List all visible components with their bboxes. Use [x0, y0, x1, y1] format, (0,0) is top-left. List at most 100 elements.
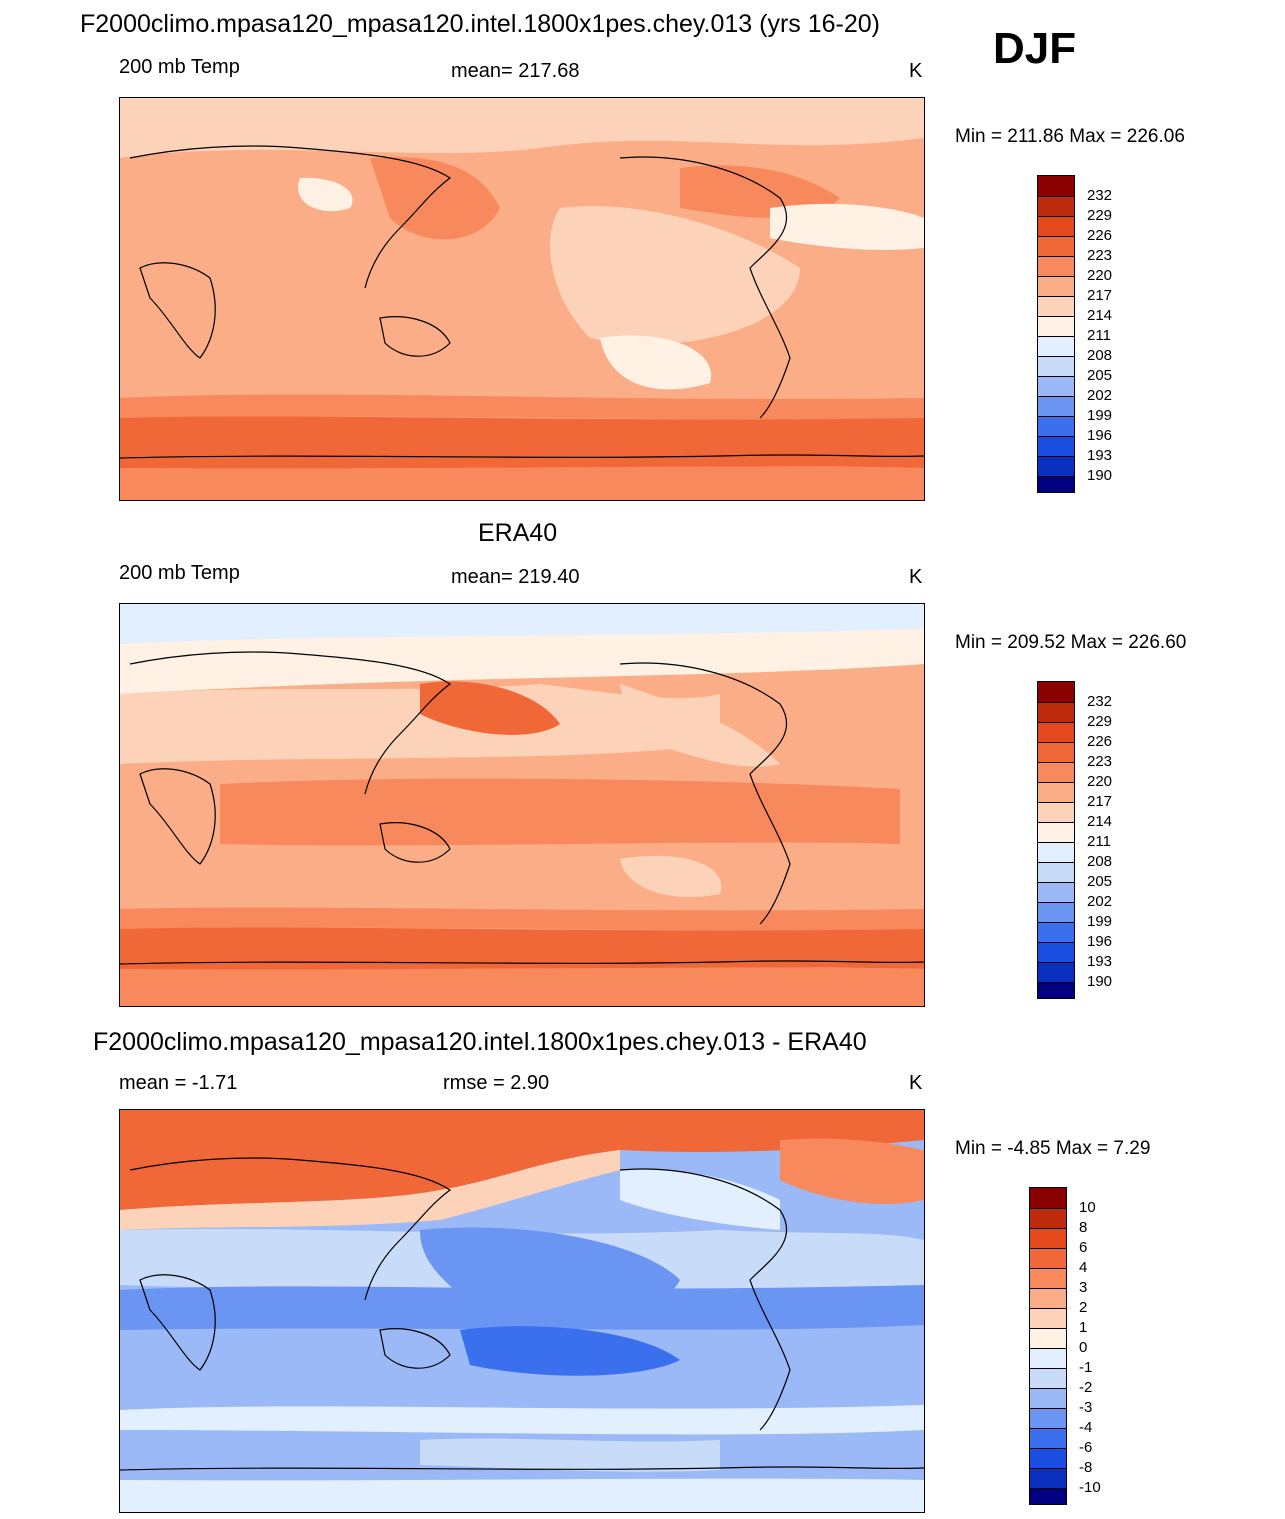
panel3-colorbar-swatch [1030, 1229, 1066, 1249]
panel3-colorbar-swatch [1030, 1449, 1066, 1469]
panel2-units-label: K [909, 566, 923, 588]
panel2-nw-pacific-warm [420, 681, 560, 735]
panel2-north-light [120, 629, 924, 694]
panel3-colorbar-swatch [1030, 1269, 1066, 1289]
panel1-colorbar-swatch [1038, 317, 1074, 337]
panel2-colorbar-swatch [1038, 823, 1074, 843]
panel2-tropical-warm [220, 778, 900, 846]
panel3-arctic-transition [120, 1150, 620, 1230]
panel1-north-band [120, 98, 924, 158]
panel3-coastlines [120, 1157, 924, 1471]
panel2-colorbar-swatch [1038, 883, 1074, 903]
panel1-colorbar-swatch [1038, 417, 1074, 437]
panel1-colorbar-swatch [1038, 257, 1074, 277]
panel1-colorbar-label: 202 [1087, 387, 1113, 404]
panel3-arctic-warm [120, 1110, 924, 1210]
panel1-mean-label: mean= 217.68 [451, 60, 580, 82]
panel3-antarctic-light [120, 1478, 924, 1512]
panel3-rmse-label: rmse = 2.90 [443, 1072, 550, 1094]
panel3-map [119, 1109, 925, 1513]
panel1-colorbar-swatch [1038, 277, 1074, 297]
panel3-colorbar-swatch [1030, 1329, 1066, 1349]
panel3-colorbar-swatch [1030, 1309, 1066, 1329]
panel3-colorbar-label: -4 [1079, 1419, 1093, 1436]
panel1-units-label: K [909, 60, 923, 82]
panel1-variable-label: 200 mb Temp [119, 56, 240, 78]
panel1-colorbar-label: 205 [1087, 367, 1113, 384]
panel3-colorbar-label: 2 [1079, 1299, 1088, 1316]
panel2-midlat-band [120, 684, 720, 764]
panel2-colorbar-swatch [1038, 723, 1074, 743]
panel2-colorbar-swatch [1038, 923, 1074, 943]
panel2-colorbar-label: 223 [1087, 753, 1113, 770]
panel3-tropical-cold [120, 1285, 924, 1330]
panel3-colorbar-swatch [1030, 1489, 1066, 1504]
panel3-colorbar-label: -10 [1079, 1479, 1101, 1496]
panel2-south-band-1 [120, 907, 924, 931]
panel2-colorbar-swatch [1038, 703, 1074, 723]
panel3-ne-pacific-light [620, 1169, 780, 1230]
panel3-colorbar-swatch [1030, 1469, 1066, 1489]
panel1-atlantic-cool [770, 203, 924, 250]
panel2-colorbar-swatch [1038, 743, 1074, 763]
panel1-colorbar-label: 223 [1087, 247, 1113, 264]
panel3-colorbar-swatch [1030, 1249, 1066, 1269]
panel2-colorbar-swatch [1038, 803, 1074, 823]
panel2-colorbar-label: 193 [1087, 953, 1113, 970]
panel2-colorbar-label: 199 [1087, 913, 1113, 930]
panel2-ne-pacific-cool [620, 684, 780, 767]
panel3-colorbar-label: 3 [1079, 1279, 1088, 1296]
panel3-colorbar-swatch [1030, 1389, 1066, 1409]
season-label: DJF [993, 24, 1077, 73]
panel3-colorbar-swatch [1030, 1369, 1066, 1389]
panel1-south-band-2 [120, 416, 924, 470]
panel1-colorbar-swatch [1038, 176, 1074, 197]
panel3-colorbar-label: 8 [1079, 1219, 1088, 1236]
panel2-colorbar-label: 229 [1087, 713, 1113, 730]
panel2-colorbar-swatch [1038, 943, 1074, 963]
panel1-colorbar-swatch [1038, 297, 1074, 317]
panel2-colorbar-label: 202 [1087, 893, 1113, 910]
panel2-colorbar-swatch [1038, 963, 1074, 983]
panel1-colorbar-label: 232 [1087, 187, 1113, 204]
panel1-colorbar-swatch [1038, 197, 1074, 217]
panel2-colorbar-label: 214 [1087, 813, 1113, 830]
panel1-colorbar-label: 217 [1087, 287, 1113, 304]
panel1-title: F2000climo.mpasa120_mpasa120.intel.1800x… [80, 10, 881, 38]
panel3-mean-label: mean = -1.71 [119, 1072, 238, 1094]
panel2-colorbar-swatch [1038, 843, 1074, 863]
panel1-colorbar-label: 208 [1087, 347, 1113, 364]
panel1-sp-cool [600, 335, 712, 390]
panel1-colorbar [1037, 175, 1075, 493]
panel2-colorbar-label: 217 [1087, 793, 1113, 810]
panel3-title: F2000climo.mpasa120_mpasa120.intel.1800x… [93, 1028, 867, 1056]
panel1-asia-cool [298, 177, 353, 212]
panel3-colorbar-label: -6 [1079, 1439, 1093, 1456]
panel1-colorbar-swatch [1038, 457, 1074, 477]
panel2-south-band-2 [120, 927, 924, 971]
panel1-colorbar-swatch [1038, 377, 1074, 397]
panel3-colorbar-label: 6 [1079, 1239, 1088, 1256]
panel1-colorbar-label: 196 [1087, 427, 1113, 444]
panel1-pacific-cool [550, 206, 800, 345]
panel2-colorbar-swatch [1038, 983, 1074, 998]
panel1-colorbar-label: 190 [1087, 467, 1113, 484]
panel2-colorbar-swatch [1038, 903, 1074, 923]
panel1-colorbar-label: 220 [1087, 267, 1113, 284]
panel2-colorbar-label: 226 [1087, 733, 1113, 750]
panel2-variable-label: 200 mb Temp [119, 562, 240, 584]
panel1-colorbar-label: 214 [1087, 307, 1113, 324]
panel1-colorbar-swatch [1038, 397, 1074, 417]
panel1-map [119, 97, 925, 501]
panel2-colorbar-label: 211 [1087, 833, 1111, 850]
panel3-colorbar-swatch [1030, 1409, 1066, 1429]
panel2-colorbar-label: 190 [1087, 973, 1113, 990]
panel2-colorbar-label: 208 [1087, 853, 1113, 870]
panel2-minmax-label: Min = 209.52 Max = 226.60 [955, 632, 1187, 653]
panel1-colorbar-swatch [1038, 477, 1074, 492]
panel3-colorbar-label: 4 [1079, 1259, 1088, 1276]
panel3-colorbar-swatch [1030, 1429, 1066, 1449]
panel3-colorbar-label: -1 [1079, 1359, 1093, 1376]
panel3-colorbar-swatch [1030, 1188, 1066, 1209]
panel3-units-label: K [909, 1072, 923, 1094]
